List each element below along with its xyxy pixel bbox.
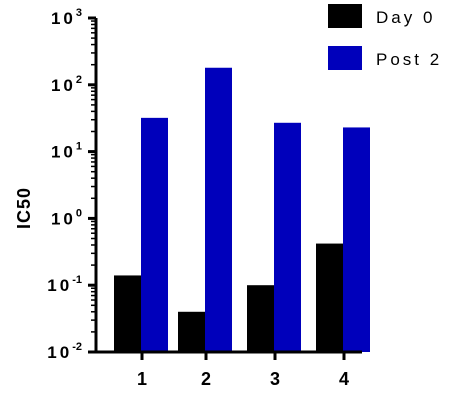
bar-day-0-1 (114, 275, 141, 352)
y-tick-label: 102 (51, 74, 82, 95)
bar-post-2-2 (205, 67, 232, 352)
bar-day-0-3 (247, 285, 274, 352)
legend-swatch-post-2 (328, 46, 362, 70)
y-tick-label: 100 (51, 207, 82, 228)
y-tick-label: 103 (51, 7, 82, 28)
y-tick-label: 10-2 (47, 341, 82, 362)
legend-swatch-day-0 (328, 4, 362, 28)
y-axis-label: IC50 (14, 187, 34, 229)
axes-group (94, 18, 362, 354)
legend-label: Post 2 (376, 50, 442, 69)
x-tick-label: 2 (201, 369, 211, 389)
legend-label: Day 0 (376, 8, 435, 27)
y-tick-label: 10-1 (47, 274, 82, 295)
x-tick-label: 1 (137, 369, 147, 389)
bar-post-2-3 (274, 122, 301, 352)
x-ticks-group: 1 2 3 4 (137, 352, 349, 389)
x-tick-label: 3 (270, 369, 280, 389)
bar-day-0-4 (316, 243, 343, 352)
bars-group (114, 67, 370, 352)
y-tick-label: 101 (51, 141, 82, 162)
legend: Day 0 Post 2 (328, 4, 442, 70)
x-tick-label: 4 (339, 369, 349, 389)
bar-post-2-4 (343, 127, 370, 352)
bar-day-0-2 (178, 311, 205, 352)
y-ticks-group: 10-2 10-1 100 101 102 103 (47, 7, 96, 362)
bar-post-2-1 (141, 117, 168, 352)
